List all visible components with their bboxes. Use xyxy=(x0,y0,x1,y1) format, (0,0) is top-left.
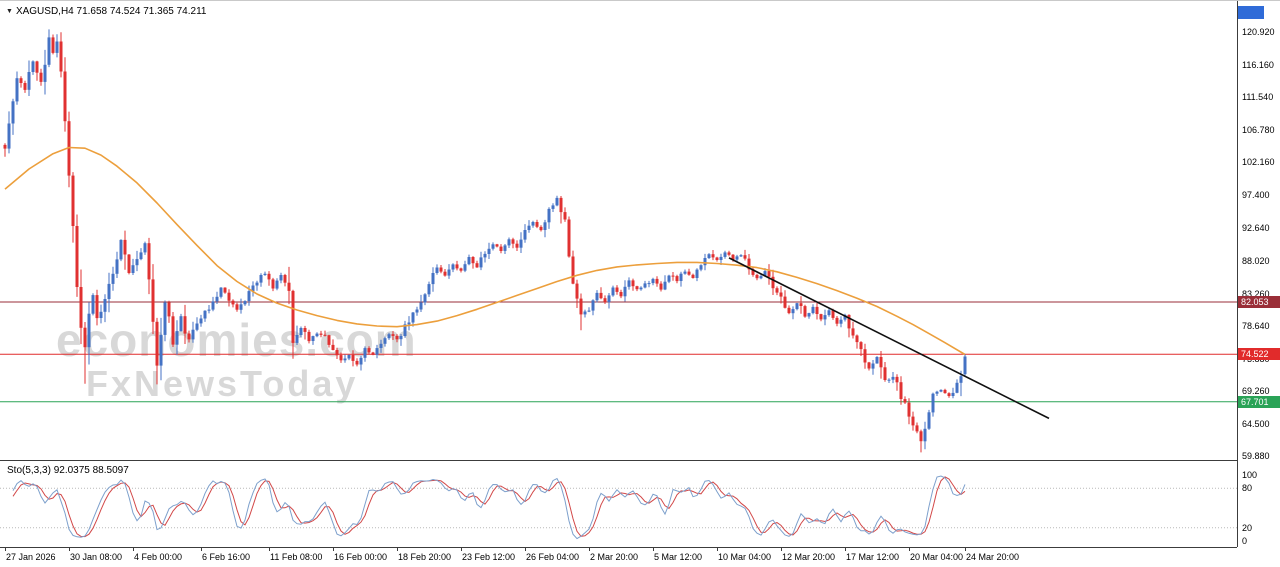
time-tick xyxy=(5,548,6,551)
date-label: 27 Jan 2026 xyxy=(6,552,56,562)
date-label: 12 Mar 20:00 xyxy=(782,552,836,562)
y-axis-tick: 106.780 xyxy=(1242,125,1275,136)
date-label: 16 Feb 00:00 xyxy=(334,552,388,562)
date-label: 6 Feb 16:00 xyxy=(202,552,251,562)
chart-header: ▼ XAGUSD,H4 71.658 74.524 71.365 74.211 xyxy=(6,6,206,17)
time-tick xyxy=(653,548,654,551)
price-line-badge: 67.701 xyxy=(1238,395,1280,408)
time-tick xyxy=(133,548,134,551)
time-tick xyxy=(201,548,202,551)
time-tick xyxy=(397,548,398,551)
time-tick xyxy=(909,548,910,551)
y-axis-tick: 111.540 xyxy=(1242,92,1274,103)
price-scale[interactable]: 120.920 116.160 111.540 106.780 102.160 97.40… xyxy=(1237,1,1280,547)
time-tick xyxy=(525,548,526,551)
time-tick xyxy=(69,548,70,551)
stoch-level-label: 100 xyxy=(1242,470,1258,480)
time-tick xyxy=(461,548,462,551)
date-label: 18 Feb 20:00 xyxy=(398,552,452,562)
stochastic-chart[interactable] xyxy=(0,461,1237,547)
symbol-dropdown-icon: ▼ xyxy=(6,8,13,15)
date-label: 23 Feb 12:00 xyxy=(462,552,516,562)
y-axis-tick: 88.020 xyxy=(1242,255,1270,266)
date-label: 20 Mar 04:00 xyxy=(910,552,964,562)
time-tick xyxy=(589,548,590,551)
date-label: 30 Jan 08:00 xyxy=(70,552,123,562)
time-tick xyxy=(717,548,718,551)
y-axis-tick: 78.640 xyxy=(1242,320,1270,331)
date-label: 11 Feb 08:00 xyxy=(270,552,323,562)
price-line-badge: 82.053 xyxy=(1238,296,1280,308)
stoch-level-label: 80 xyxy=(1242,483,1253,494)
price-chart-pane[interactable]: economies.com FxNewsToday ▼ XAGUSD,H4 71.… xyxy=(0,1,1237,461)
y-axis-tick: 59.880 xyxy=(1242,451,1270,462)
time-tick xyxy=(965,548,966,551)
date-label: 5 Mar 12:00 xyxy=(654,552,703,562)
time-tick xyxy=(269,548,270,551)
date-label: 2 Mar 20:00 xyxy=(590,552,639,562)
stochastic-pane[interactable]: Sto(5,3,3) 92.0375 88.5097 xyxy=(0,461,1237,548)
scale-top-badge xyxy=(1238,6,1264,19)
time-tick xyxy=(333,548,334,551)
y-axis-tick: 102.160 xyxy=(1242,157,1275,168)
candlestick-chart[interactable] xyxy=(0,1,1237,460)
price-line-badge: 74.522 xyxy=(1238,348,1280,361)
symbol-ohlc-label: XAGUSD,H4 71.658 74.524 71.365 74.211 xyxy=(15,6,207,17)
y-axis-tick: 120.920 xyxy=(1242,27,1275,37)
y-axis-tick: 83.260 xyxy=(1242,288,1270,299)
date-label: 4 Feb 00:00 xyxy=(134,552,183,562)
y-axis-tick: 69.260 xyxy=(1242,385,1270,396)
date-label: 26 Feb 04:00 xyxy=(526,552,580,562)
stoch-level-label: 0 xyxy=(1242,536,1248,546)
date-label: 17 Mar 12:00 xyxy=(846,552,900,562)
stoch-level-label: 20 xyxy=(1242,522,1253,533)
time-tick xyxy=(781,548,782,551)
time-scale[interactable]: 27 Jan 2026 30 Jan 08:00 4 Feb 00:00 6 Feb … xyxy=(0,548,1280,567)
y-axis-tick: 92.640 xyxy=(1242,223,1270,234)
date-label: 10 Mar 04:00 xyxy=(718,552,772,562)
indicator-label: Sto(5,3,3) 92.0375 88.5097 xyxy=(7,465,129,476)
time-tick xyxy=(845,548,846,551)
y-axis-tick: 64.500 xyxy=(1242,418,1270,429)
y-axis-tick: 116.160 xyxy=(1242,60,1274,71)
y-axis-tick: 97.400 xyxy=(1242,190,1270,201)
date-label: 24 Mar 20:00 xyxy=(966,552,1020,562)
